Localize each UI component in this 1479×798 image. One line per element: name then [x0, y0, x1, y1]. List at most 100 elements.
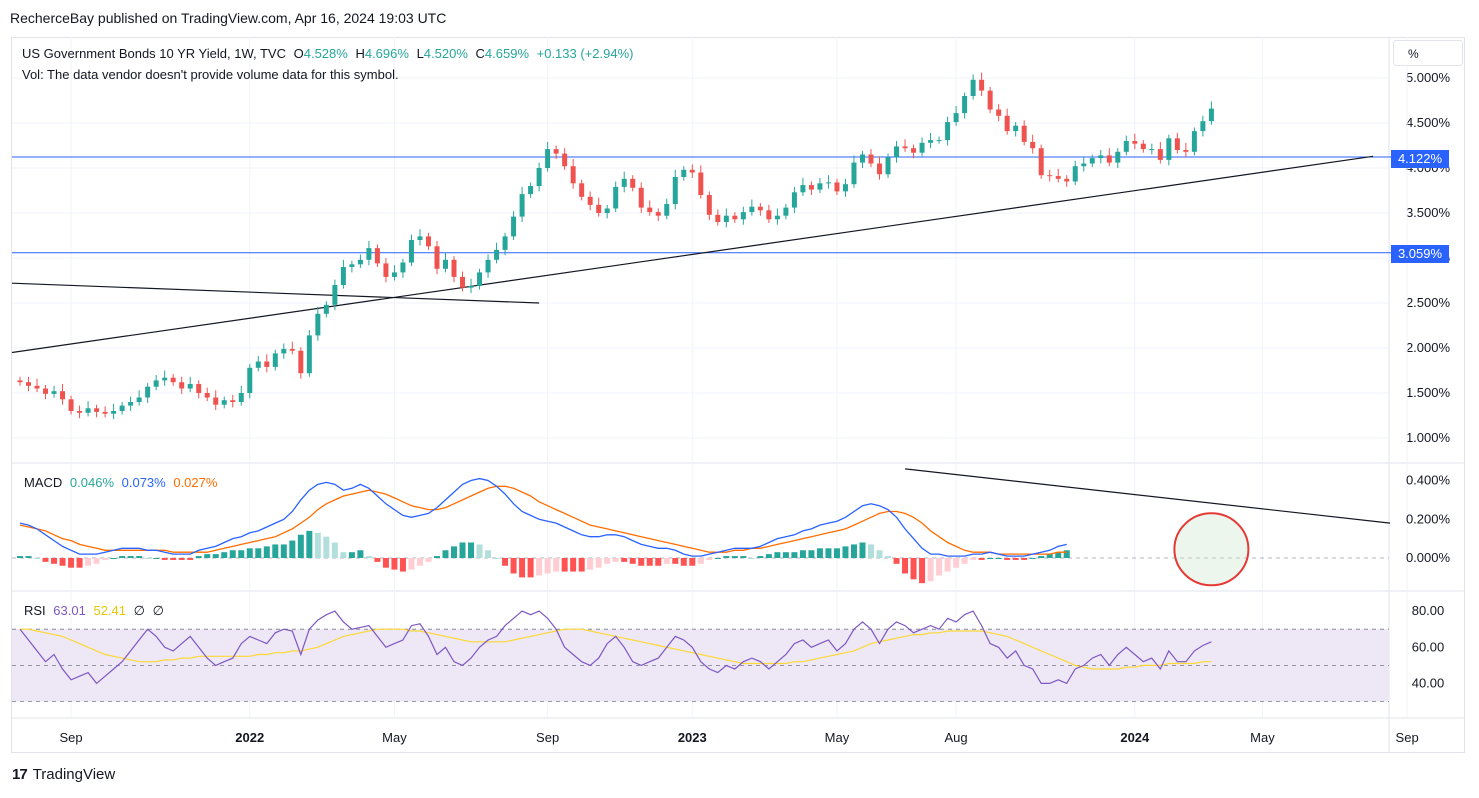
macd-histogram-bar: [314, 532, 321, 558]
tradingview-logo-icon: 17: [12, 766, 28, 783]
macd-histogram-bar: [799, 550, 806, 558]
macd-histogram-bar: [544, 558, 551, 574]
macd-legend: MACD 0.046% 0.073% 0.027%: [24, 475, 221, 490]
candle-body: [842, 184, 848, 192]
candle-body: [953, 113, 959, 123]
candle-body: [221, 400, 227, 405]
candle-body: [94, 408, 100, 412]
candle-body: [519, 194, 525, 217]
candle-body: [587, 196, 593, 205]
rsi-label[interactable]: RSI: [24, 603, 46, 618]
candle-body: [834, 182, 840, 192]
footer-brand[interactable]: 17 TradingView: [12, 766, 115, 783]
candle-body: [774, 215, 780, 220]
macd-histogram-bar: [1029, 558, 1036, 559]
macd-histogram-bar: [646, 558, 653, 566]
macd-histogram-bar: [808, 550, 815, 558]
macd-histogram-bar: [238, 550, 245, 558]
time-axis-label: Sep: [59, 730, 82, 745]
macd-histogram-bar: [51, 558, 58, 564]
macd-histogram-bar: [816, 548, 823, 558]
macd-line-value: 0.073%: [121, 475, 166, 490]
candle-body: [919, 142, 925, 153]
macd-histogram-bar: [697, 558, 704, 564]
macd-histogram-bar: [1038, 556, 1045, 558]
macd-trendline: [904, 468, 1391, 524]
macd-histogram-bar: [561, 558, 568, 572]
close-label: C: [475, 46, 485, 61]
low-label: L: [416, 46, 424, 61]
high-value: 4.696%: [364, 46, 409, 61]
candle-body: [306, 335, 312, 374]
candle-body: [1115, 151, 1121, 163]
candle-body: [1132, 141, 1138, 144]
macd-histogram-bar: [910, 558, 917, 580]
candle-body: [1055, 176, 1061, 179]
candle-body: [698, 172, 704, 195]
unit-button[interactable]: %: [1393, 40, 1463, 66]
candle-body: [1166, 138, 1172, 160]
macd-histogram-bar: [297, 534, 304, 558]
candle-body: [511, 216, 517, 237]
candle-body: [638, 187, 644, 208]
macd-histogram-bar: [85, 558, 92, 566]
candle-body: [740, 212, 746, 220]
macd-histogram-bar: [774, 552, 781, 558]
hline-label-upper: 4.122%: [1391, 150, 1449, 168]
footer-brand-text: TradingView: [32, 766, 116, 783]
rsi-ma-value: 52.41: [93, 603, 127, 618]
macd-line: [19, 477, 1067, 557]
candle-body: [1106, 155, 1112, 163]
candle-body: [400, 262, 406, 273]
candle-body: [255, 361, 261, 368]
candle-body: [162, 377, 168, 381]
macd-histogram-bar: [178, 558, 185, 560]
rsi-value: 63.01: [53, 603, 86, 618]
candle-body: [60, 391, 66, 400]
highlight-circle: [1173, 512, 1250, 587]
candle-body: [630, 178, 636, 188]
candle-body: [1174, 138, 1180, 150]
candle-body: [528, 186, 534, 195]
macd-histogram-bar: [782, 552, 789, 558]
macd-histogram-bar: [187, 558, 194, 560]
macd-signal-value: 0.027%: [173, 475, 218, 490]
candle-body: [1208, 108, 1214, 122]
macd-histogram-bar: [110, 558, 117, 559]
macd-histogram-bar: [42, 558, 49, 562]
publish-info: RecherceBay published on TradingView.com…: [10, 10, 447, 26]
candle-body: [706, 195, 712, 215]
macd-histogram-bar: [255, 548, 262, 558]
candle-body: [119, 405, 125, 411]
macd-label[interactable]: MACD: [24, 475, 63, 490]
price-tick-label: 1.500%: [1406, 385, 1451, 400]
macd-histogram-bar: [978, 558, 985, 560]
candle-body: [443, 259, 448, 269]
candle-body: [723, 215, 729, 222]
candle-body: [230, 400, 236, 402]
candle-body: [1072, 166, 1078, 182]
candle-body: [264, 361, 270, 367]
candle-body: [145, 386, 151, 398]
macd-histogram-bar: [93, 558, 100, 564]
time-axis-label: Sep: [1396, 730, 1419, 745]
rsi-tick-label: 80.00: [1412, 603, 1445, 618]
candle-body: [77, 411, 83, 413]
macd-histogram-bar: [59, 558, 66, 566]
candle-body: [298, 350, 304, 374]
time-axis-label: 2022: [235, 730, 264, 745]
macd-histogram-bar: [1063, 550, 1070, 558]
time-axis-label: May: [825, 730, 850, 745]
candle-body: [681, 169, 687, 177]
candle-body: [1013, 125, 1019, 132]
change-value: +0.133 (+2.94%): [536, 46, 634, 61]
chart-frame[interactable]: [11, 37, 1465, 753]
macd-histogram-bar: [936, 558, 943, 576]
candle-body: [757, 206, 763, 211]
symbol-title[interactable]: US Government Bonds 10 YR Yield, 1W, TVC: [22, 46, 286, 61]
macd-histogram-bar: [161, 558, 168, 560]
macd-histogram-bar: [850, 544, 857, 558]
candle-body: [936, 140, 942, 142]
macd-histogram-bar: [1004, 558, 1011, 560]
